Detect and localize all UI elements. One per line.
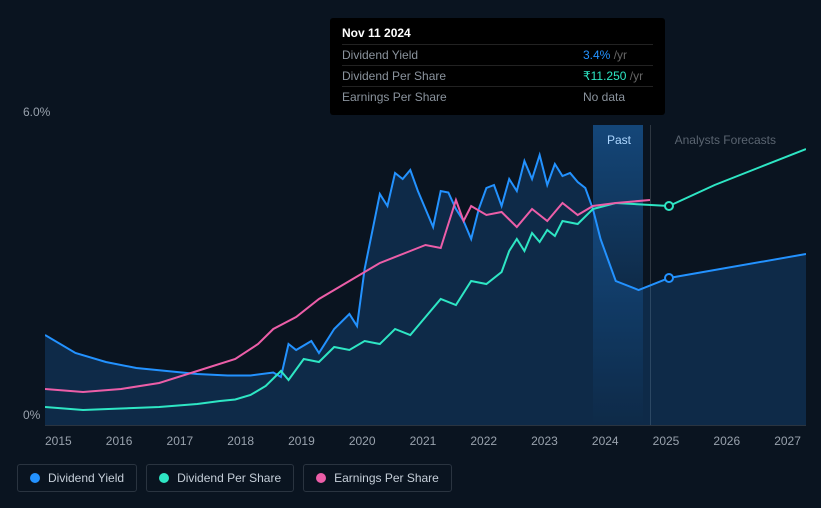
legend-item[interactable]: Earnings Per Share	[303, 464, 452, 492]
x-tick: 2026	[713, 434, 740, 448]
legend-label: Dividend Yield	[48, 471, 124, 485]
chart-tooltip: Nov 11 2024 Dividend Yield3.4% /yrDivide…	[330, 18, 665, 115]
x-tick: 2015	[45, 434, 72, 448]
tooltip-unit: /yr	[630, 69, 643, 83]
x-tick: 2021	[410, 434, 437, 448]
tooltip-date: Nov 11 2024	[342, 26, 653, 40]
series-marker	[664, 273, 674, 283]
x-tick: 2022	[470, 434, 497, 448]
x-tick: 2017	[167, 434, 194, 448]
tooltip-label: Dividend Per Share	[342, 69, 583, 83]
tooltip-label: Earnings Per Share	[342, 90, 583, 104]
tooltip-value: 3.4% /yr	[583, 48, 653, 62]
x-tick: 2027	[774, 434, 801, 448]
y-axis-max: 6.0%	[23, 105, 50, 119]
x-tick: 2016	[106, 434, 133, 448]
legend-label: Earnings Per Share	[334, 471, 439, 485]
x-tick: 2025	[653, 434, 680, 448]
tooltip-label: Dividend Yield	[342, 48, 583, 62]
tooltip-value: ₹11.250 /yr	[583, 69, 653, 83]
plot-area[interactable]: Past Analysts Forecasts	[45, 125, 806, 426]
legend-item[interactable]: Dividend Per Share	[146, 464, 294, 492]
tooltip-row: Dividend Yield3.4% /yr	[342, 44, 653, 65]
legend-dot-icon	[30, 473, 40, 483]
legend-dot-icon	[316, 473, 326, 483]
x-tick: 2023	[531, 434, 558, 448]
x-tick: 2020	[349, 434, 376, 448]
tooltip-unit: /yr	[614, 48, 627, 62]
chart-lines	[45, 125, 806, 425]
legend: Dividend Yield Dividend Per Share Earnings…	[17, 464, 452, 492]
tooltip-row: Earnings Per ShareNo data	[342, 86, 653, 107]
legend-dot-icon	[159, 473, 169, 483]
dividend-chart: 6.0% 0% Past Analysts Forecasts 2015 2016…	[15, 105, 806, 448]
x-axis: 2015 2016 2017 2018 2019 2020 2021 2022 2023 2024…	[15, 434, 806, 448]
y-axis-min: 0%	[23, 408, 40, 422]
x-tick: 2018	[227, 434, 254, 448]
tooltip-row: Dividend Per Share₹11.250 /yr	[342, 65, 653, 86]
legend-item[interactable]: Dividend Yield	[17, 464, 137, 492]
tooltip-value: No data	[583, 90, 653, 104]
x-tick: 2024	[592, 434, 619, 448]
x-tick: 2019	[288, 434, 315, 448]
legend-label: Dividend Per Share	[177, 471, 281, 485]
series-marker	[664, 201, 674, 211]
